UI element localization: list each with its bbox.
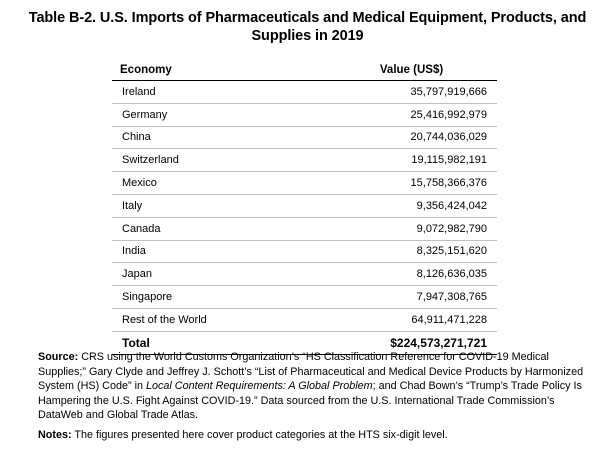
economy-column-header: Economy [112, 60, 295, 81]
economy-cell: India [112, 240, 295, 264]
total-row: Total $224,573,271,721 [112, 330, 497, 355]
value-cell: 35,797,919,666 [294, 80, 497, 104]
total-label: Total [112, 330, 295, 355]
notes-label: Notes: [38, 429, 72, 441]
economy-cell: Canada [112, 217, 295, 241]
economy-cell: Singapore [112, 285, 295, 309]
value-cell: 9,072,982,790 [294, 217, 497, 241]
economy-cell: Germany [112, 103, 295, 127]
value-cell: 15,758,366,376 [294, 171, 497, 195]
table-row: China 20,744,036,029 [112, 126, 497, 150]
notes: Notes: The figures presented here cover … [38, 428, 588, 443]
table-title: Table B-2. U.S. Imports of Pharmaceutica… [28, 10, 587, 44]
economy-cell: Japan [112, 262, 295, 287]
table-header-row: Economy Value (US$) [112, 60, 497, 81]
table-row: Germany 25,416,992,979 [112, 103, 497, 127]
economy-cell: Italy [112, 194, 295, 218]
economy-cell: Ireland [112, 80, 295, 104]
value-cell: 9,356,424,042 [294, 194, 497, 218]
economy-cell: China [112, 126, 295, 150]
value-cell: 20,744,036,029 [294, 126, 497, 150]
table-row: Mexico 15,758,366,376 [112, 171, 497, 195]
economy-cell: Rest of the World [112, 308, 295, 332]
economy-cell: Mexico [112, 171, 295, 195]
value-cell: 8,126,636,035 [294, 262, 497, 287]
value-cell: 8,325,151,620 [294, 240, 497, 264]
imports-table: Economy Value (US$) Ireland 35,797,919,66… [112, 60, 497, 355]
source-label: Source: [38, 351, 79, 363]
value-cell: 64,911,471,228 [294, 308, 497, 332]
total-value: $224,573,271,721 [294, 330, 497, 355]
table-row: Italy 9,356,424,042 [112, 194, 497, 218]
source-text-part-1: CRS using the World Customs Organization… [38, 351, 584, 393]
economy-cell: Switzerland [112, 148, 295, 173]
value-cell: 7,947,308,765 [294, 285, 497, 309]
table-row: Singapore 7,947,308,765 [112, 285, 497, 309]
value-cell: 25,416,992,979 [294, 103, 497, 127]
table-row: Canada 9,072,982,790 [112, 217, 497, 241]
source-text-part-2: ; and Chad Bown’s “Trump’s Trade Policy … [38, 380, 582, 422]
source-note: Source: CRS using the World Customs Orga… [38, 350, 588, 423]
table-row: Japan 8,126,636,035 [112, 262, 497, 287]
table-row: Ireland 35,797,919,666 [112, 80, 497, 104]
source-italic-title: Local Content Requirements: A Global Pro… [146, 380, 373, 393]
table-row: India 8,325,151,620 [112, 240, 497, 264]
table-row: Rest of the World 64,911,471,228 [112, 308, 497, 332]
notes-text: The figures presented here cover product… [71, 429, 448, 441]
value-column-header: Value (US$) [294, 60, 497, 81]
value-cell: 19,115,982,191 [294, 148, 497, 173]
table-row: Switzerland 19,115,982,191 [112, 148, 497, 173]
table-body: Ireland 35,797,919,666 Germany 25,416,992,9… [112, 80, 497, 332]
